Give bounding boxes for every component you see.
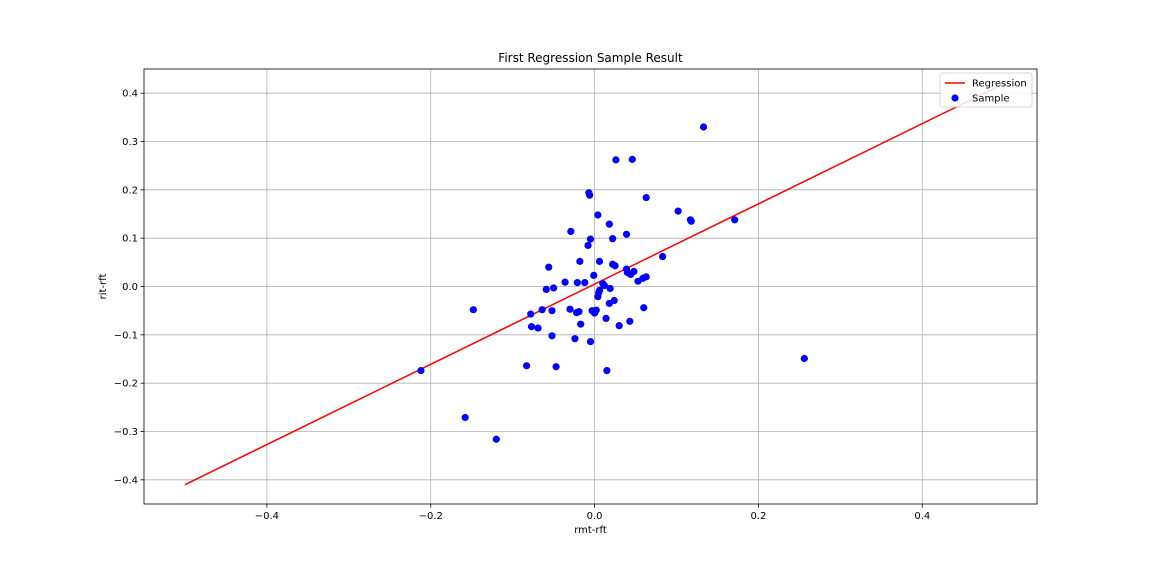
legend-box: [939, 72, 1033, 108]
regression-line: [184, 82, 1005, 486]
sample-point: [622, 230, 631, 238]
sample-point: [609, 235, 617, 243]
sample-point: [603, 367, 611, 375]
sample-point: [577, 320, 585, 328]
sample-point: [687, 217, 695, 225]
sample-point: [586, 235, 595, 243]
sample-point: [595, 286, 604, 294]
sample-point: [575, 308, 583, 316]
sample-point: [527, 310, 535, 318]
sample-point: [461, 413, 469, 422]
x-tick-label: −0.2: [419, 511, 443, 522]
sample-point: [417, 367, 425, 375]
sample-point: [640, 304, 648, 312]
legend-sample-swatch: [951, 94, 959, 102]
plot-area: [184, 82, 1005, 486]
sample-point: [561, 278, 569, 286]
axis-ticks: −0.4 −0.2 0.0 0.2 0.4 −0.4 −0.3 −0.2 −0.1 0.0 0.1 0…: [114, 89, 931, 522]
sample-point: [642, 193, 650, 202]
sample-point: [576, 257, 584, 265]
sample-point: [469, 306, 477, 314]
y-tick-label: 0.1: [122, 234, 138, 245]
sample-point: [592, 306, 600, 314]
legend-regression-label: Regression: [972, 79, 1027, 90]
y-tick-label: −0.3: [114, 427, 138, 438]
x-tick-label: 0.4: [914, 511, 930, 522]
sample-point: [542, 285, 550, 293]
sample-point: [550, 284, 558, 292]
sample-point: [581, 279, 589, 287]
sample-point: [573, 279, 581, 287]
y-tick-label: −0.4: [114, 475, 138, 486]
legend-sample-label: Sample: [972, 94, 1010, 105]
sample-point: [602, 314, 610, 322]
sample-point: [548, 307, 556, 315]
sample-point: [606, 284, 614, 293]
sample-point: [534, 324, 542, 332]
legend: Regression Sample: [939, 72, 1033, 108]
x-tick-label: −0.4: [255, 511, 279, 522]
y-tick-label: 0.2: [122, 185, 138, 196]
sample-point: [731, 216, 739, 224]
sample-point: [605, 220, 613, 228]
y-tick-label: −0.1: [114, 330, 138, 341]
sample-point: [611, 262, 619, 270]
sample-point: [610, 296, 618, 305]
sample-point: [492, 435, 500, 443]
sample-point: [584, 241, 592, 250]
sample-point: [615, 322, 623, 330]
sample-point: [571, 335, 579, 343]
x-tick-label: 0.0: [587, 511, 603, 522]
sample-point: [594, 211, 602, 219]
sample-point: [642, 273, 650, 281]
sample-point: [699, 123, 708, 131]
x-tick-label: 0.2: [750, 511, 766, 522]
sample-point: [626, 317, 634, 325]
sample-point: [612, 156, 620, 164]
sample-point: [545, 263, 553, 271]
sample-point: [567, 227, 575, 235]
sample-point: [527, 323, 536, 331]
x-axis-label: rmt-rft: [574, 525, 607, 536]
sample-point: [800, 354, 808, 363]
sample-point: [630, 267, 638, 276]
sample-point: [538, 306, 546, 314]
sample-point: [586, 338, 595, 346]
sample-point: [548, 332, 556, 340]
sample-point: [586, 191, 594, 199]
sample-point: [628, 155, 636, 163]
y-tick-label: 0.3: [122, 137, 138, 148]
sample-point: [600, 281, 609, 290]
sample-point: [566, 305, 574, 313]
y-tick-label: −0.2: [114, 379, 138, 390]
sample-point: [552, 363, 560, 371]
y-axis-label: rit-rft: [98, 274, 109, 300]
sample-point: [590, 271, 598, 279]
y-tick-label: 0.0: [122, 282, 138, 293]
sample-point: [658, 252, 667, 261]
chart-title: First Regression Sample Result: [498, 51, 683, 65]
y-tick-label: 0.4: [122, 89, 138, 100]
sample-point: [674, 207, 682, 215]
sample-point: [522, 362, 531, 370]
sample-point: [595, 257, 604, 265]
